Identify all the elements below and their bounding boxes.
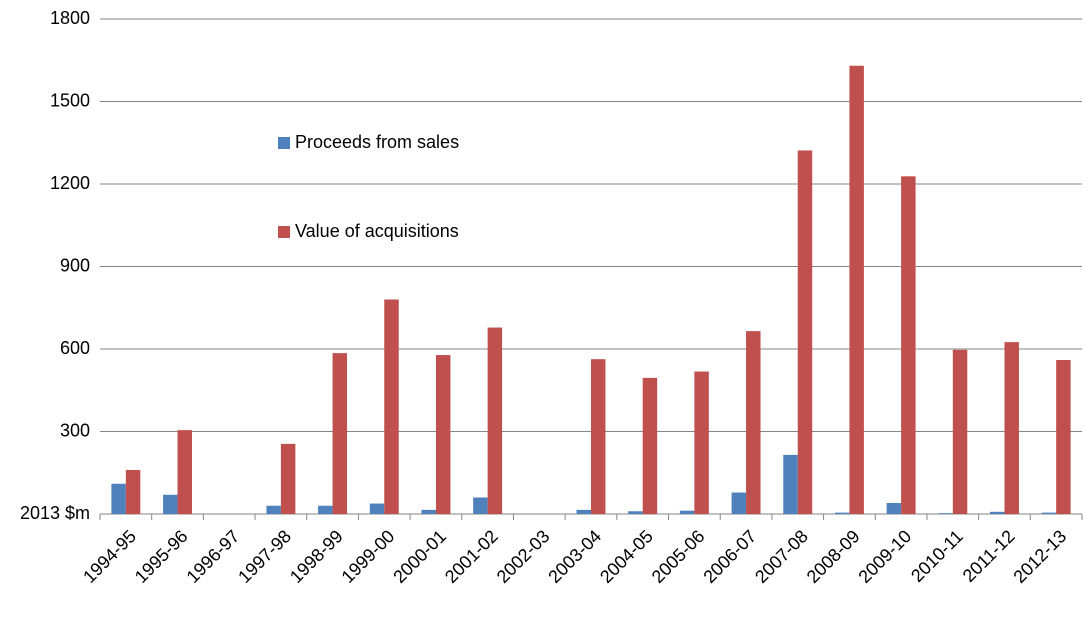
bar xyxy=(834,512,850,514)
bar xyxy=(473,497,488,514)
bar xyxy=(384,299,399,514)
x-tick-label: 1995-96 xyxy=(131,526,192,587)
bar xyxy=(783,454,798,514)
x-tick-label: 2010-11 xyxy=(907,526,967,586)
bar xyxy=(332,353,348,514)
x-tick-label: 1999-00 xyxy=(338,526,399,587)
x-tick-label: 2007-08 xyxy=(751,526,812,587)
x-tick-label: 1996-97 xyxy=(183,526,244,587)
bar xyxy=(125,470,141,514)
bar xyxy=(318,505,333,514)
x-tick-label: 2009-10 xyxy=(854,526,915,587)
legend-swatch xyxy=(278,226,290,238)
bar xyxy=(369,503,385,514)
bar xyxy=(679,510,695,514)
legend-swatch xyxy=(278,137,290,149)
bar xyxy=(938,513,953,514)
bar xyxy=(163,494,178,514)
bar xyxy=(421,509,436,514)
bar xyxy=(1041,512,1057,514)
x-tick-label: 1997-98 xyxy=(234,526,295,587)
x-tick-label: 2005-06 xyxy=(648,526,709,587)
bar xyxy=(990,511,1005,514)
bar xyxy=(487,327,503,514)
x-tick-label: 2008-09 xyxy=(803,526,864,587)
x-tick-label: 2006-07 xyxy=(699,526,760,587)
x-tick-label: 1994-95 xyxy=(79,526,140,587)
bar xyxy=(901,176,916,515)
x-tick-label: 2012-13 xyxy=(1009,526,1070,587)
bar xyxy=(1004,342,1019,514)
x-tick-label: 2011-12 xyxy=(959,526,1019,586)
x-tick-label: 2004-05 xyxy=(596,526,657,587)
bar xyxy=(435,355,451,514)
legend-label: Value of acquisitions xyxy=(295,221,459,241)
bar xyxy=(642,377,658,514)
bar xyxy=(280,443,296,514)
bar xyxy=(628,511,643,514)
bar xyxy=(694,371,709,514)
bar xyxy=(797,150,813,514)
bar xyxy=(591,359,606,514)
y-tick-label: 900 xyxy=(60,255,90,275)
y-tick-label: 600 xyxy=(60,338,90,358)
x-tick-label: 2003-04 xyxy=(544,526,605,587)
bar xyxy=(266,505,281,514)
bar xyxy=(952,349,968,514)
x-tick-label: 2002-03 xyxy=(493,526,554,587)
x-tick-label: 1998-99 xyxy=(286,526,347,587)
bar xyxy=(886,503,902,514)
y-tick-label: 1200 xyxy=(50,173,90,193)
x-tick-label: 2000-01 xyxy=(389,526,450,587)
y-tick-label: 2013 $m xyxy=(20,503,90,523)
x-tick-label: 2001-02 xyxy=(441,526,502,587)
y-tick-label: 300 xyxy=(60,420,90,440)
bar xyxy=(746,331,761,514)
bar xyxy=(576,509,591,514)
bar xyxy=(111,483,126,514)
bar xyxy=(1056,360,1071,514)
y-tick-label: 1500 xyxy=(50,90,90,110)
y-tick-label: 1800 xyxy=(50,8,90,28)
bar xyxy=(177,430,192,514)
legend-label: Proceeds from sales xyxy=(295,132,459,152)
bar xyxy=(849,65,864,514)
bar xyxy=(731,492,747,514)
